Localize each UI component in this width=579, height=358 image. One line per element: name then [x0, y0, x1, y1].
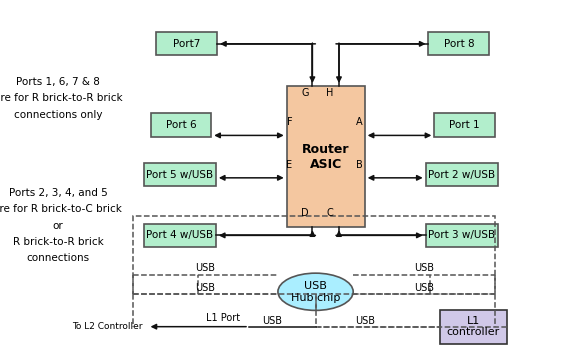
- Text: USB
Hub chip: USB Hub chip: [291, 281, 340, 303]
- Text: Ports 1, 6, 7 & 8: Ports 1, 6, 7 & 8: [16, 77, 100, 87]
- Bar: [151, 113, 211, 137]
- Text: Port 1: Port 1: [449, 120, 480, 130]
- Text: Port 6: Port 6: [166, 120, 196, 130]
- Bar: [434, 113, 495, 137]
- Text: G: G: [302, 88, 309, 98]
- Text: L1
controller: L1 controller: [447, 316, 500, 338]
- Bar: [144, 224, 216, 247]
- Text: Port 4 w/USB: Port 4 w/USB: [146, 231, 213, 240]
- Text: R brick-to-R brick: R brick-to-R brick: [13, 237, 103, 247]
- Text: Port7: Port7: [173, 39, 200, 49]
- Text: are for R brick-to-R brick: are for R brick-to-R brick: [0, 93, 122, 103]
- Text: USB: USB: [355, 316, 375, 326]
- Text: or: or: [53, 221, 63, 231]
- Text: USB: USB: [262, 316, 282, 326]
- Bar: [156, 32, 217, 55]
- Text: A: A: [356, 117, 362, 127]
- Text: Port 8: Port 8: [444, 39, 474, 49]
- Text: Port 3 w/USB: Port 3 w/USB: [428, 231, 495, 240]
- Text: connections only: connections only: [14, 110, 102, 120]
- Text: are for R brick-to-C brick: are for R brick-to-C brick: [0, 204, 122, 214]
- Text: F: F: [287, 117, 292, 127]
- Bar: [440, 310, 507, 344]
- Bar: [133, 216, 495, 294]
- Text: USB: USB: [196, 263, 215, 273]
- Text: Router
ASIC: Router ASIC: [302, 142, 350, 171]
- Bar: [144, 163, 216, 186]
- Text: E: E: [287, 160, 292, 170]
- Text: Port 2 w/USB: Port 2 w/USB: [428, 170, 495, 179]
- Text: Ports 2, 3, 4, and 5: Ports 2, 3, 4, and 5: [9, 188, 107, 198]
- Text: C: C: [327, 208, 334, 218]
- Bar: [426, 163, 498, 186]
- Text: B: B: [356, 160, 362, 170]
- Text: USB: USB: [414, 263, 434, 273]
- Text: H: H: [327, 88, 334, 98]
- Text: L1 Port: L1 Port: [206, 313, 240, 323]
- Bar: [426, 224, 498, 247]
- Ellipse shape: [278, 273, 353, 310]
- Text: To L2 Controller: To L2 Controller: [72, 322, 142, 331]
- Text: connections: connections: [26, 253, 90, 263]
- Text: Port 5 w/USB: Port 5 w/USB: [146, 170, 213, 179]
- Text: D: D: [301, 208, 309, 218]
- Text: USB: USB: [196, 283, 215, 293]
- Bar: [287, 86, 365, 227]
- Text: USB: USB: [414, 283, 434, 293]
- Bar: [428, 32, 489, 55]
